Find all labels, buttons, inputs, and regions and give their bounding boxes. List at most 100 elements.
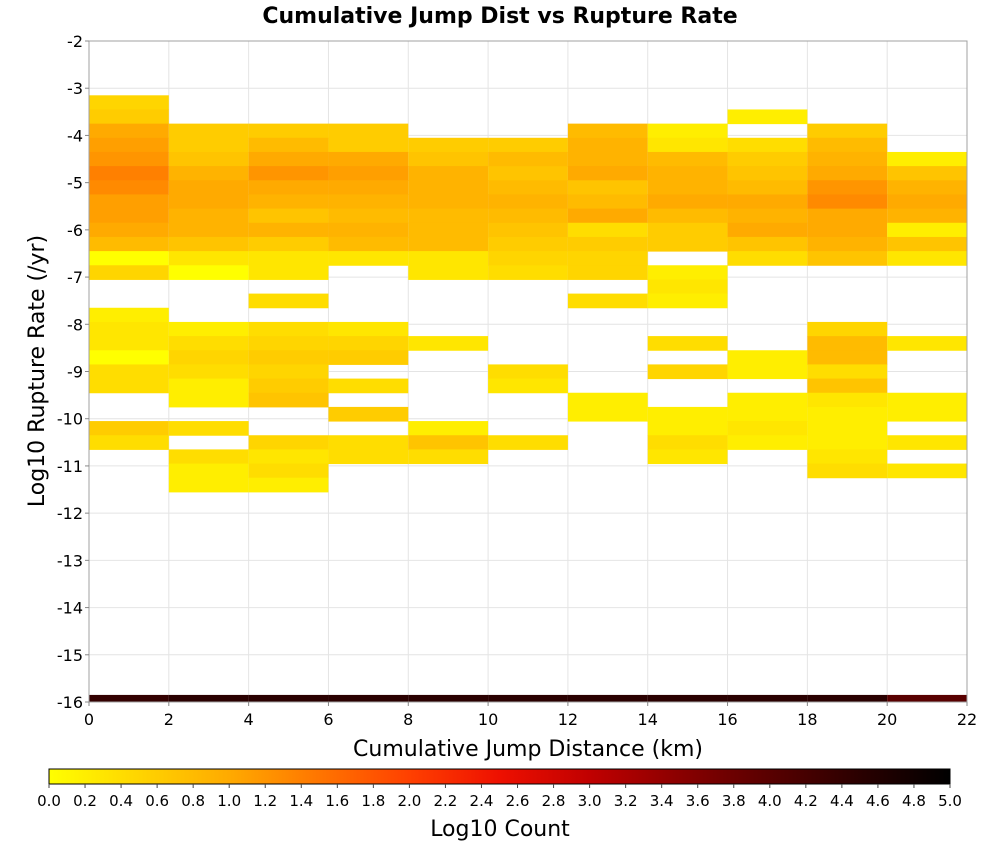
heatmap-cell [168,265,249,280]
heatmap-cell [408,151,489,167]
colorbar-tick-label: 4.6 [866,792,890,810]
heatmap-cell [168,350,249,365]
colorbar-tick-label: 4.4 [830,792,854,810]
heatmap-cell [168,364,249,380]
x-tick-label: 2 [164,710,174,729]
heatmap-cell [168,421,249,436]
heatmap-cell [647,279,728,295]
heatmap-cell [248,477,329,493]
heatmap-cell [89,180,169,195]
heatmap-cell [89,123,169,139]
heatmap-cell [488,251,568,266]
heatmap-cell [89,336,169,351]
y-tick-label: -6 [67,221,83,240]
heatmap-cell [248,236,329,252]
heatmap-cell [408,194,489,210]
colorbar-tick-label: 1.4 [289,792,313,810]
heatmap-cell [647,435,728,450]
heatmap-cell [647,166,728,181]
heatmap-cell [647,194,728,210]
heatmap-cell-bottom-row [89,694,169,702]
heatmap-cell [248,435,329,450]
heatmap-cell [168,477,249,493]
y-tick-label: -5 [67,174,83,193]
colorbar-label: Log10 Count [430,817,570,842]
heatmap-cell [408,435,489,450]
heatmap-cell [168,321,249,337]
heatmap-cell [807,463,888,479]
heatmap-cell [647,364,728,380]
colorbar-tick-label: 3.2 [614,792,638,810]
heatmap-cell [168,449,249,465]
heatmap-cell-bottom-row [727,694,808,702]
heatmap-cell [168,392,249,408]
colorbar-tick-label: 1.8 [361,792,385,810]
heatmap-cell [567,406,648,422]
heatmap-cell [328,251,409,266]
heatmap-cell [248,194,329,210]
heatmap-cell [807,123,888,139]
colorbar-tick-label: 2.6 [506,792,530,810]
heatmap-cell-bottom-row [887,694,967,702]
heatmap-cell [408,180,489,195]
heatmap-cell [887,435,967,450]
heatmap-cell-bottom-row [647,694,728,702]
y-tick-label: -11 [57,457,83,476]
heatmap-cell [248,293,329,309]
heatmap-cell [328,236,409,252]
heatmap-cell [328,208,409,224]
x-tick-label: 20 [877,710,897,729]
heatmap-cell [807,251,888,266]
heatmap-cell [488,435,568,450]
heatmap-cell [168,378,249,394]
heatmap-cell [807,180,888,195]
heatmap-cell [248,350,329,365]
heatmap-cell [807,364,888,380]
heatmap-cell [89,321,169,337]
heatmap-cell [647,180,728,195]
heatmap-cell [248,378,329,394]
heatmap-cell [727,194,808,210]
y-tick-label: -15 [57,646,83,665]
x-tick-label: 16 [717,710,737,729]
heatmap-cell [567,392,648,408]
heatmap-cell [807,236,888,252]
x-axis-ticks: 0 2 4 6 8 10 12 14 16 18 20 22 [84,702,977,729]
x-tick-label: 6 [323,710,333,729]
heatmap-cell [647,336,728,351]
heatmap-cell [488,180,568,195]
heatmap-cell [807,321,888,337]
heatmap-cell-bottom-row [408,694,489,702]
heatmap-cell [408,222,489,238]
colorbar-tick-label: 3.0 [578,792,602,810]
heatmap-cell [887,151,967,167]
heatmap-cell [727,137,808,153]
heatmap-cell [647,293,728,309]
heatmap-cell [727,180,808,195]
colorbar-tick-label: 1.6 [325,792,349,810]
heatmap-cell [887,251,967,266]
heatmap-cell [248,336,329,351]
heatmap-cell [89,307,169,323]
colorbar-tick-label: 4.8 [902,792,926,810]
heatmap-cell [328,194,409,210]
heatmap-cell [328,321,409,337]
heatmap-cell [567,236,648,252]
heatmap-cell [887,406,967,422]
heatmap-cell [408,236,489,252]
heatmap-cell [647,123,728,139]
heatmap-cell [168,236,249,252]
colorbar-tick-label: 5.0 [938,792,962,810]
colorbar-tick-label: 4.2 [794,792,818,810]
colorbar-tick-label: 3.8 [722,792,746,810]
heatmap-cell [567,208,648,224]
heatmap-cell [647,222,728,238]
heatmap-cell [168,251,249,266]
heatmap-cell [567,293,648,309]
colorbar-ticks: 0.0 0.2 0.4 0.6 0.8 1.0 1.2 1.4 1.6 1.8 2.0 2.2 2.4 2… [37,784,962,810]
heatmap-cell [168,166,249,181]
heatmap-cell [168,123,249,139]
heatmap-cell [328,449,409,465]
heatmap-cell [89,166,169,181]
